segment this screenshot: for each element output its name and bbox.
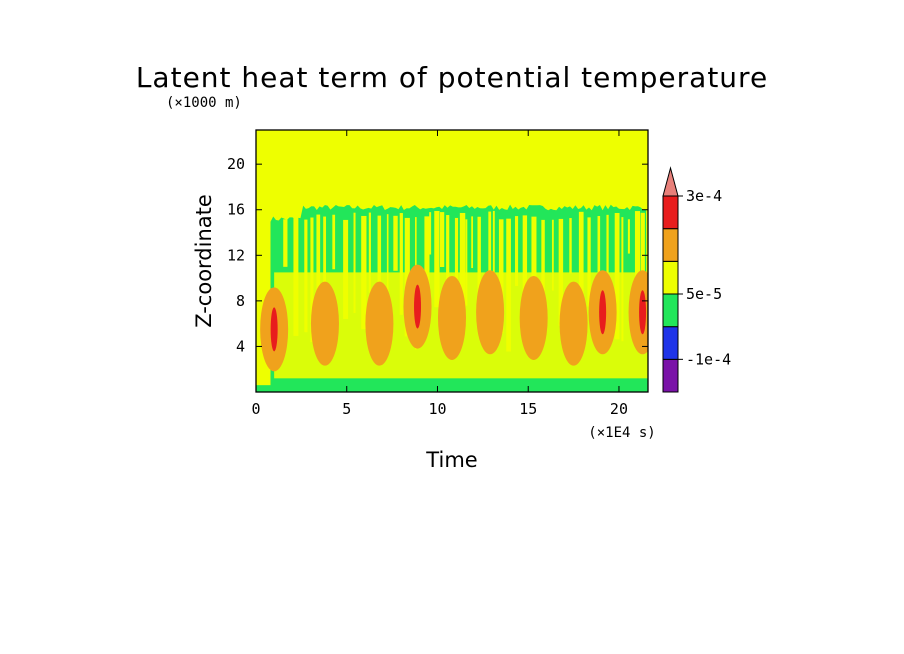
streak — [627, 219, 630, 254]
x-tick-label: 20 — [610, 400, 628, 418]
y-tick-label: 12 — [227, 246, 245, 264]
streak — [343, 219, 349, 319]
heating-core — [414, 284, 422, 329]
heating-cell — [310, 281, 339, 366]
colorbar-label: 5e-5 — [686, 285, 722, 303]
streak — [353, 212, 356, 314]
x-axis-unit: (×1E4 s) — [588, 425, 655, 441]
streak — [541, 219, 545, 299]
heating-cell — [559, 281, 588, 366]
streak — [377, 215, 382, 308]
colorbar-level — [662, 358, 679, 393]
streak — [646, 211, 648, 311]
x-axis-label: Time — [425, 448, 477, 472]
heating-core — [639, 290, 647, 335]
streak — [440, 212, 445, 268]
x-tick-label: 0 — [251, 400, 260, 418]
y-tick-label: 4 — [236, 337, 245, 355]
streak — [477, 216, 481, 308]
streak — [434, 210, 440, 308]
streak — [459, 212, 466, 330]
x-tick-label: 5 — [342, 400, 351, 418]
streak — [522, 215, 528, 308]
heating-cell — [438, 275, 466, 360]
colorbar-label: -1e-4 — [686, 350, 731, 368]
y-tick-label: 16 — [227, 201, 245, 219]
x-tick-label: 10 — [428, 400, 446, 418]
colorbar-level — [662, 228, 679, 262]
colorbar-level — [662, 293, 679, 328]
x-axis: 0 5 10 15 20 — [251, 130, 628, 418]
streak — [386, 214, 389, 326]
streak — [558, 218, 564, 326]
streak — [424, 216, 430, 325]
streak — [569, 218, 572, 274]
streak — [492, 210, 495, 288]
streak — [514, 216, 519, 286]
streak — [368, 212, 371, 293]
heating-cell — [476, 270, 505, 355]
heating-cell — [365, 281, 394, 366]
colorbar-level — [662, 326, 679, 360]
chart-title: Latent heat term of potential temperatur… — [136, 61, 768, 94]
streak — [283, 219, 288, 267]
y-axis: 4 8 12 16 20 — [227, 155, 648, 355]
colorbar-level — [662, 195, 679, 230]
heating-cell — [519, 275, 548, 360]
y-axis-label: Z-coordinate — [192, 194, 216, 328]
colorbar: 3e-4 5e-5 -1e-4 — [662, 166, 731, 393]
streak — [454, 217, 459, 293]
streak — [488, 211, 492, 289]
streak — [587, 217, 591, 307]
streak — [465, 219, 468, 306]
streak — [471, 216, 474, 269]
y-tick-label: 20 — [227, 155, 245, 173]
plot-frame — [255, 129, 649, 393]
heating-core — [599, 290, 607, 335]
x-tick-label: 15 — [519, 400, 537, 418]
streak — [634, 211, 641, 317]
colorbar-extend-arrow — [662, 166, 679, 197]
streak — [399, 213, 403, 315]
streak — [606, 214, 609, 290]
plot-area — [255, 129, 649, 393]
heating-core — [270, 307, 278, 352]
y-axis-unit: (×1000 m) — [166, 95, 242, 111]
colorbar-label: 3e-4 — [686, 187, 722, 205]
surface-layer — [256, 385, 648, 392]
streak — [429, 212, 432, 255]
streak — [531, 216, 537, 326]
streak — [393, 215, 398, 271]
colorbar-level — [662, 260, 679, 295]
streak — [551, 219, 554, 291]
y-tick-label: 8 — [236, 292, 245, 310]
streak — [323, 216, 327, 327]
streak — [332, 214, 336, 270]
contour-field — [256, 130, 648, 392]
